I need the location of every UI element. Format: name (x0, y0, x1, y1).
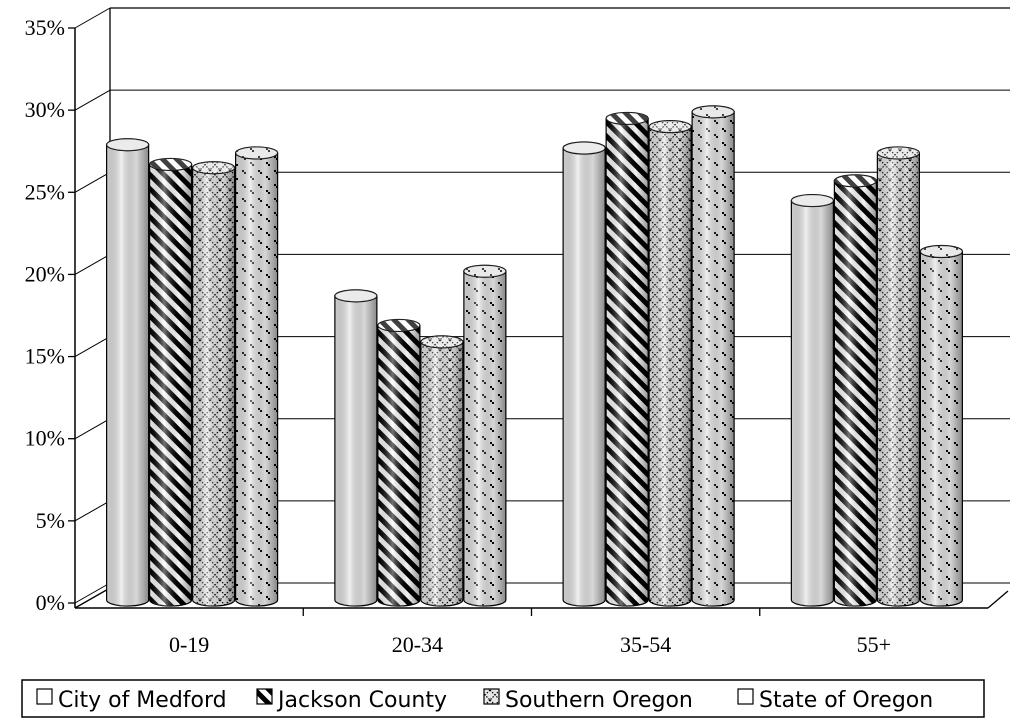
bar-state-55+ (919, 244, 963, 607)
gridline-side (74, 418, 111, 440)
gridline-side (74, 171, 111, 193)
bar-southern-35-54 (648, 120, 692, 607)
y-tick-label: 5% (36, 508, 65, 533)
y-tick-label: 25% (25, 179, 65, 204)
x-category-label: 0-19 (169, 632, 209, 657)
x-category-label: 55+ (857, 632, 891, 657)
x-category-label: 20-34 (392, 632, 443, 657)
legend-box (21, 679, 985, 718)
y-tick-label: 30% (25, 97, 65, 122)
y-tick-label: 15% (25, 344, 65, 369)
bar-medford-55+ (790, 193, 834, 607)
bar-jackson-35-54 (605, 111, 649, 607)
bar-southern-20-34 (420, 335, 464, 607)
floor-right-edge (987, 590, 1009, 609)
bar-medford-20-34 (334, 289, 378, 607)
bar-jackson-55+ (833, 174, 877, 607)
y-tick-label: 35% (25, 15, 65, 40)
legend-swatch-southern (483, 688, 500, 705)
legend-label-southern: Southern Oregon (505, 688, 693, 713)
gridline-side (74, 253, 111, 275)
legend-swatch-state (737, 688, 754, 705)
bars-layer (106, 105, 963, 607)
y-tick-label: 20% (25, 261, 65, 286)
legend-label-medford: City of Medford (58, 688, 227, 713)
legend-label-jackson: Jackson County (276, 688, 447, 713)
bar-southern-55+ (876, 146, 920, 607)
y-axis-tick-labels: 0% 5% 10% 15% 20% 25% 30% 35% (25, 15, 75, 615)
legend-swatch-jackson (256, 688, 273, 705)
y-tick-label: 10% (25, 426, 65, 451)
bar-southern-0-19 (192, 161, 236, 607)
bar-jackson-20-34 (377, 318, 421, 607)
legend-label-state: State of Oregon (759, 688, 933, 713)
gridline-side (74, 336, 111, 358)
bar-medford-35-54 (562, 141, 606, 607)
gridline-side (74, 89, 111, 111)
gridline-side (74, 500, 111, 522)
legend: City of Medford Jackson County Southern … (21, 679, 985, 718)
bar-jackson-0-19 (149, 157, 193, 607)
gridline-side (74, 582, 111, 604)
bar-medford-0-19 (106, 138, 150, 607)
x-axis-category-labels: 0-19 20-34 35-54 55+ (169, 608, 891, 657)
bar-state-0-19 (235, 146, 279, 607)
x-category-label: 35-54 (620, 632, 671, 657)
bar-state-20-34 (463, 264, 507, 607)
gridline-side (74, 7, 111, 29)
bar-state-35-54 (691, 105, 735, 607)
floor-left-edge (74, 587, 111, 609)
legend-swatch-medford (36, 688, 53, 705)
y-tick-label: 0% (36, 590, 65, 615)
